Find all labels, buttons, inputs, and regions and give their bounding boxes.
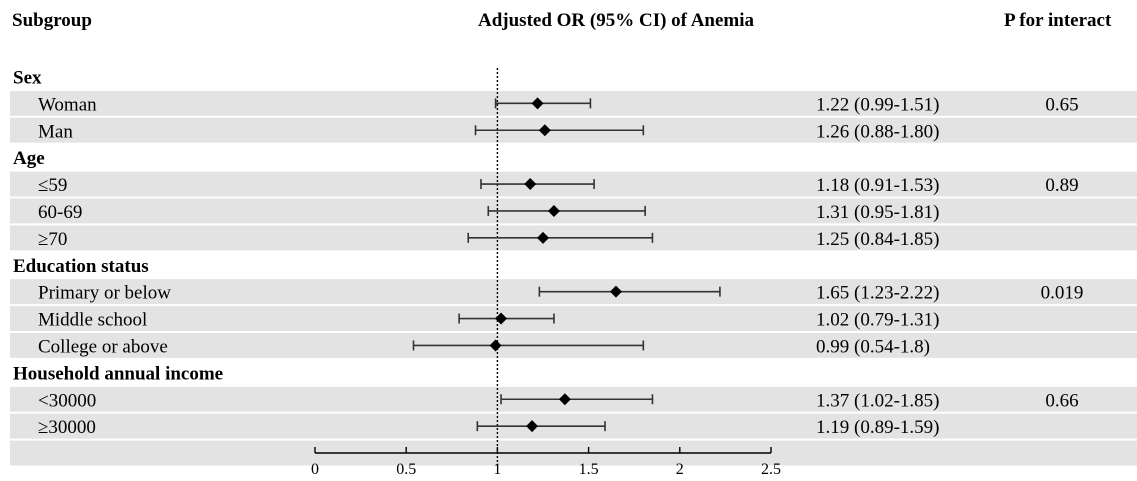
or-ci-text: 1.02 (0.79-1.31) bbox=[816, 310, 939, 331]
or-ci-text: 1.65 (1.23-2.22) bbox=[816, 283, 939, 304]
subgroup-label: ≥70 bbox=[38, 229, 67, 250]
or-point-marker bbox=[526, 420, 539, 433]
subgroup-label: 60-69 bbox=[38, 202, 82, 223]
subgroup-label: ≤59 bbox=[38, 175, 67, 196]
subgroup-header: Subgroup bbox=[12, 10, 92, 31]
subgroup-label: Woman bbox=[38, 94, 97, 115]
or-ci-text: 1.25 (0.84-1.85) bbox=[816, 229, 939, 250]
or-point-marker bbox=[558, 393, 571, 406]
or-point-marker bbox=[538, 124, 551, 137]
subgroup-label: ≥30000 bbox=[38, 417, 96, 438]
or-point-marker bbox=[547, 204, 560, 217]
or-ci-text: 1.37 (1.02-1.85) bbox=[816, 390, 939, 411]
x-tick-label: 1 bbox=[493, 461, 501, 478]
x-tick-label: 1.5 bbox=[579, 461, 599, 478]
or-ci-text: 1.18 (0.91-1.53) bbox=[816, 175, 939, 196]
subgroup-label: Primary or below bbox=[38, 283, 171, 304]
or-ci-text: 1.26 (0.88-1.80) bbox=[816, 121, 939, 142]
p-value: 0.66 bbox=[1045, 390, 1078, 411]
or-point-marker bbox=[489, 339, 502, 352]
x-tick-label: 0 bbox=[311, 461, 319, 478]
or-ci-text: 1.22 (0.99-1.51) bbox=[816, 94, 939, 115]
or-point-marker bbox=[524, 178, 537, 191]
or-point-marker bbox=[537, 231, 549, 244]
p-value: 0.019 bbox=[1041, 283, 1084, 304]
p-value: 0.89 bbox=[1045, 175, 1078, 196]
or-ci-text: 1.19 (0.89-1.59) bbox=[816, 417, 939, 438]
x-tick-label: 2.5 bbox=[761, 461, 781, 478]
group-label: Education status bbox=[13, 256, 149, 277]
or-ci-text: 1.31 (0.95-1.81) bbox=[816, 202, 939, 223]
x-tick-label: 0.5 bbox=[396, 461, 416, 478]
or-point-marker bbox=[609, 285, 622, 298]
subgroup-label: <30000 bbox=[38, 390, 96, 411]
subgroup-label: Middle school bbox=[38, 310, 147, 331]
chart-title: Adjusted OR (95% CI) of Anemia bbox=[478, 10, 755, 31]
or-point-marker bbox=[495, 312, 508, 325]
or-ci-text: 0.99 (0.54-1.8) bbox=[816, 336, 930, 357]
group-label: Sex bbox=[13, 67, 42, 88]
group-label: Age bbox=[13, 148, 45, 169]
row-band bbox=[10, 306, 1137, 331]
subgroup-label: College or above bbox=[38, 336, 168, 357]
p-value: 0.65 bbox=[1045, 94, 1078, 115]
group-label: Household annual income bbox=[13, 363, 223, 384]
p-interaction-header: P for interact bbox=[1004, 10, 1112, 31]
subgroup-label: Man bbox=[38, 121, 73, 142]
or-point-marker bbox=[531, 97, 544, 110]
x-tick-label: 2 bbox=[676, 461, 684, 478]
